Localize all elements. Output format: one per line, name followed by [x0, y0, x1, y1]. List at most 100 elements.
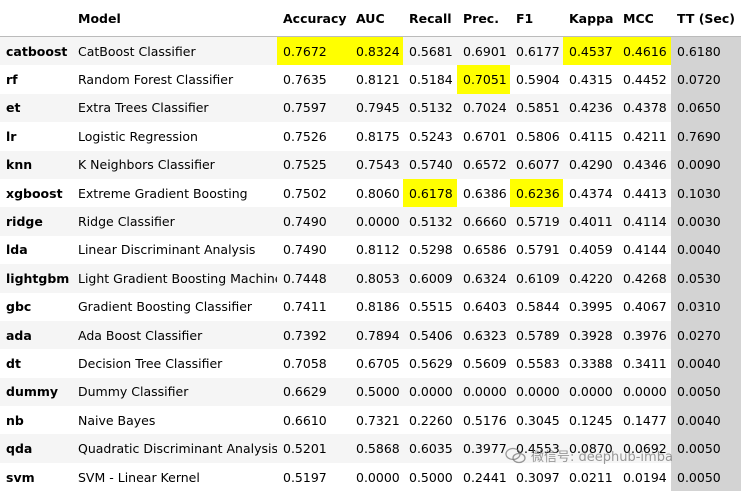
metric-cell: 0.6403	[463, 299, 507, 315]
metric-cell: 0.7525	[277, 150, 350, 179]
metric-cell: 0.0270	[671, 320, 741, 350]
row-index: svm	[6, 469, 35, 485]
model-name: Random Forest Classifier	[78, 72, 234, 88]
column-header: AUC	[350, 0, 403, 37]
metric-cell: 0.8121	[356, 72, 400, 88]
metric-cell: 0.0030	[671, 207, 741, 236]
table-row: dt Decision Tree Classifier 0.7058 0.6705 0.…	[0, 349, 741, 378]
metric-cell: 0.7321	[356, 412, 400, 428]
row-index: gbc	[6, 299, 32, 315]
model-name: Dummy Classifier	[72, 377, 277, 407]
metric-cell: 0.7448	[277, 264, 350, 293]
metric-cell: 0.3977	[457, 434, 510, 463]
metric-cell: 0.7490	[277, 207, 350, 236]
metric-cell: 0.8175	[356, 128, 400, 144]
metric-cell: 0.5583	[516, 355, 560, 371]
metric-cell: 0.6586	[463, 242, 507, 258]
metric-cell: 0.4236	[563, 93, 617, 123]
metric-cell: 0.7894	[350, 320, 403, 350]
metric-cell: 0.5515	[409, 299, 453, 315]
metric-cell: 0.3995	[569, 299, 613, 315]
table-row: xgboost Extreme Gradient Boosting 0.7502 0.…	[0, 178, 741, 208]
model-name: Gradient Boosting Classifier	[78, 299, 253, 315]
table-row: qda Quadratic Discriminant Analysis 0.5201…	[0, 434, 741, 463]
metric-cell: 0.5243	[409, 128, 453, 144]
model-name: Ada Boost Classifier	[72, 320, 277, 350]
metric-cell: 0.7672	[277, 36, 350, 66]
row-index: xgboost	[6, 185, 63, 201]
metric-cell: 0.5132	[403, 207, 457, 236]
model-name: CatBoost Classifier	[72, 36, 277, 66]
row-index: lr	[6, 128, 17, 144]
metric-cell: 0.5904	[516, 72, 560, 88]
metric-cell: 0.3976	[617, 320, 671, 350]
metric-cell: 0.2441	[463, 469, 507, 485]
model-name: Extreme Gradient Boosting	[78, 185, 248, 201]
metric-cell: 0.5789	[510, 320, 563, 350]
column-header: TT (Sec)	[671, 0, 741, 37]
column-header: Kappa	[563, 0, 617, 37]
row-index: qda	[0, 434, 72, 463]
table-row: svm SVM - Linear Kernel 0.5197 0.0000 0.5000…	[0, 462, 741, 491]
metric-cell: 0.4115	[569, 128, 613, 144]
table-row: lr Logistic Regression 0.7526 0.8175 0.5243 0…	[0, 122, 741, 151]
model-name: Quadratic Discriminant Analysis	[72, 434, 277, 463]
metric-cell: 0.4211	[623, 128, 667, 144]
column-header: F1	[510, 0, 563, 37]
metric-cell: 0.3045	[516, 412, 560, 428]
metric-cell: 0.0040	[671, 406, 741, 435]
model-name: Extra Trees Classifier	[72, 93, 277, 123]
metric-cell: 0.4616	[617, 36, 671, 66]
metric-cell: 0.4315	[569, 72, 613, 88]
metric-cell: 0.7502	[283, 185, 327, 201]
header-row: Model Accuracy AUC Recall Prec. F1 Kappa MCC TT …	[0, 0, 741, 37]
row-index: et	[0, 93, 72, 123]
metric-cell: 0.1030	[671, 178, 741, 208]
metric-cell: 0.4011	[563, 207, 617, 236]
metric-cell: 0.4374	[569, 185, 613, 201]
metric-cell: 0.5201	[277, 434, 350, 463]
metric-cell: 0.6705	[356, 355, 400, 371]
model-name: Decision Tree Classifier	[78, 355, 223, 371]
metric-cell: 0.0310	[671, 292, 741, 321]
metric-cell: 0.5740	[403, 150, 457, 179]
metric-cell: 0.8324	[350, 36, 403, 66]
metric-cell: 0.0050	[671, 434, 741, 463]
model-name: Linear Discriminant Analysis	[78, 242, 256, 258]
row-index: ridge	[0, 207, 72, 236]
watermark-text: 微信号: deephub-imba	[531, 450, 673, 465]
row-index: catboost	[0, 36, 72, 66]
metric-cell: 0.6236	[510, 178, 563, 208]
metric-cell: 0.6178	[403, 178, 457, 208]
metric-cell: 0.5806	[516, 128, 560, 144]
metric-cell: 0.0000	[617, 377, 671, 407]
metric-cell: 0.7690	[671, 122, 741, 151]
metric-cell: 0.5184	[409, 72, 453, 88]
model-name: Light Gradient Boosting Machine	[72, 264, 277, 293]
metric-cell: 0.5609	[463, 355, 507, 371]
table-body: catboost CatBoost Classifier 0.7672 0.8324 0…	[0, 36, 741, 491]
metric-cell: 0.7024	[457, 93, 510, 123]
metric-cell: 0.0211	[569, 469, 613, 485]
metric-cell: 0.7635	[283, 72, 327, 88]
metric-cell: 0.0650	[671, 93, 741, 123]
metric-cell: 0.0040	[671, 349, 741, 378]
metric-cell: 0.3388	[569, 355, 613, 371]
row-index: lda	[6, 242, 28, 258]
metric-cell: 0.0050	[671, 462, 741, 491]
table-row: ada Ada Boost Classifier 0.7392 0.7894 0.540…	[0, 320, 741, 350]
metric-cell: 0.0000	[350, 207, 403, 236]
metric-cell: 0.5681	[403, 36, 457, 66]
metric-cell: 0.7051	[457, 65, 510, 94]
metric-cell: 0.5132	[403, 93, 457, 123]
table-row: lightgbm Light Gradient Boosting Machine 0…	[0, 264, 741, 293]
metric-cell: 0.4553	[510, 434, 563, 463]
column-header: Accuracy	[277, 0, 350, 37]
metric-cell: 0.5868	[350, 434, 403, 463]
row-index: knn	[0, 150, 72, 179]
metric-cell: 0.6386	[463, 185, 507, 201]
metric-cell: 0.7597	[277, 93, 350, 123]
metric-cell: 0.7392	[277, 320, 350, 350]
metric-cell: 0.7058	[283, 355, 327, 371]
metric-cell: 0.5176	[463, 412, 507, 428]
